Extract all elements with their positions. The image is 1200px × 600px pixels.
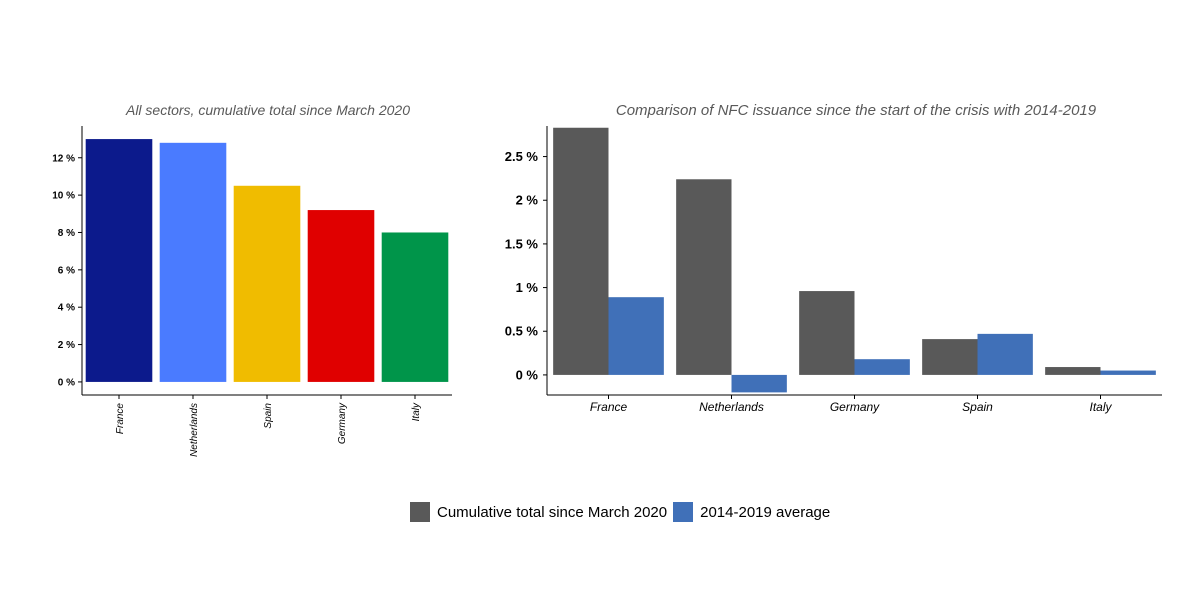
chart-left-x-tick-label: Spain: [263, 403, 274, 429]
chart-left-x-tick-label: Netherlands: [189, 403, 200, 457]
bar-netherlands: [159, 142, 227, 382]
legend-label-average: 2014-2019 average: [700, 503, 831, 521]
chart-left-x-tick-label: France: [115, 403, 126, 435]
legend-item-cumulative: Cumulative total since March 2020: [410, 502, 667, 522]
chart-left-y-tick-label: 12 %: [52, 153, 75, 164]
chart-right-y-tick-label: 0 %: [516, 367, 539, 382]
chart-right-y-tick-label: 1 %: [516, 280, 539, 295]
chart-right: Comparison of NFC issuance since the sta…: [505, 102, 1162, 414]
bar-spain-cumulative: [922, 339, 978, 375]
bar-france-average: [608, 297, 664, 375]
chart-right-x-tick-label: Spain: [962, 400, 993, 414]
chart-right-x-ticks: France Netherlands Germany Spain Italy: [590, 395, 1113, 414]
chart-left-x-tick-label: Germany: [337, 402, 348, 444]
legend-swatch-cumulative: [410, 502, 430, 522]
bar-germany-average: [854, 359, 910, 375]
chart-right-title: Comparison of NFC issuance since the sta…: [616, 102, 1097, 119]
chart-left: All sectors, cumulative total since Marc…: [52, 102, 452, 457]
chart-right-y-tick-label: 2 %: [516, 193, 539, 208]
chart-right-y-tick-label: 1.5 %: [505, 236, 539, 251]
chart-right-bars: [553, 127, 1156, 393]
chart-left-y-tick-label: 6 %: [58, 265, 75, 276]
chart-left-y-tick-label: 2 %: [58, 340, 75, 351]
bar-germany: [307, 210, 375, 382]
chart-left-y-tick-label: 10 %: [52, 191, 75, 202]
chart-left-y-tick-label: 0 %: [58, 377, 75, 388]
legend-swatch-average: [673, 502, 694, 522]
chart-right-x-tick-label: Germany: [830, 400, 880, 414]
chart-left-bars: [85, 139, 449, 382]
chart-left-y-tick-label: 8 %: [58, 228, 75, 239]
chart-left-x-ticks: France Netherlands Spain Germany Italy: [115, 395, 422, 457]
bar-france-cumulative: [553, 127, 609, 375]
chart-right-x-tick-label: Italy: [1089, 400, 1112, 414]
chart-right-y-tick-label: 0.5 %: [505, 324, 539, 339]
bar-france: [85, 139, 153, 382]
bar-italy-average: [1100, 370, 1156, 375]
bar-netherlands-average: [731, 374, 787, 393]
chart-right-y-ticks: 0 % 0.5 % 1 % 1.5 % 2 % 2.5 %: [505, 149, 547, 382]
bar-spain-average: [977, 333, 1033, 375]
chart-left-title: All sectors, cumulative total since Marc…: [125, 102, 410, 118]
chart-right-x-tick-label: Netherlands: [699, 400, 764, 414]
chart-left-y-tick-label: 4 %: [58, 303, 75, 314]
chart-right-x-tick-label: France: [590, 400, 628, 414]
chart-left-x-tick-label: Italy: [411, 402, 422, 421]
legend-item-average: 2014-2019 average: [673, 502, 830, 522]
bar-netherlands-cumulative: [676, 179, 732, 375]
bar-germany-cumulative: [799, 291, 855, 375]
chart-left-y-ticks: 0 % 2 % 4 % 6 % 8 % 10 % 12 %: [52, 153, 82, 388]
chart-right-y-tick-label: 2.5 %: [505, 149, 539, 164]
legend-label-cumulative: Cumulative total since March 2020: [437, 503, 668, 521]
legend: Cumulative total since March 2020 2014-2…: [410, 500, 836, 524]
bar-italy-cumulative: [1045, 367, 1101, 375]
bar-spain: [233, 185, 301, 382]
bar-italy: [381, 232, 449, 382]
